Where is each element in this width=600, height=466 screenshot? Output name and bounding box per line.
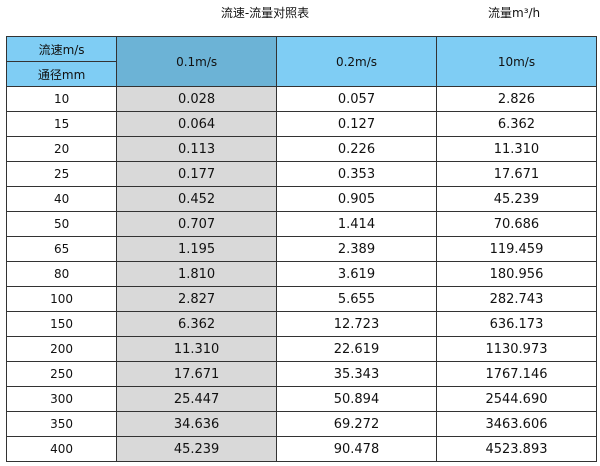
table-row: 80 1.810 3.619 180.956: [5, 261, 598, 287]
table-row: 350 34.636 69.272 3463.606: [5, 411, 598, 437]
flow-cell: 0.452: [116, 186, 278, 212]
velocity-flow-table: 流速m/s 0.1m/s 0.2m/s 10m/s 通径mm 10 0.028 0.…: [5, 36, 598, 462]
flow-cell: 45.239: [435, 186, 598, 212]
flow-cell: 2.827: [116, 286, 278, 312]
diameter-cell: 80: [5, 261, 118, 287]
flow-cell: 119.459: [435, 236, 598, 262]
flow-cell: 11.310: [435, 136, 598, 162]
flow-cell: 0.177: [116, 161, 278, 187]
flow-cell: 636.173: [435, 311, 598, 337]
flow-cell: 2.389: [276, 236, 437, 262]
flow-cell: 69.272: [276, 411, 437, 437]
table-row: 15 0.064 0.127 6.362: [5, 111, 598, 137]
column-header: 0.1m/s: [116, 36, 278, 87]
table-row: 200 11.310 22.619 1130.973: [5, 336, 598, 362]
diameter-cell: 10: [5, 86, 118, 112]
flow-cell: 22.619: [276, 336, 437, 362]
flow-cell: 4523.893: [435, 436, 598, 462]
flow-cell: 1130.973: [435, 336, 598, 362]
table-row: 300 25.447 50.894 2544.690: [5, 386, 598, 412]
diameter-cell: 300: [5, 386, 118, 412]
diameter-header: 通径mm: [5, 61, 118, 87]
flow-cell: 11.310: [116, 336, 278, 362]
diameter-cell: 400: [5, 436, 118, 462]
flow-cell: 3.619: [276, 261, 437, 287]
table-row: 25 0.177 0.353 17.671: [5, 161, 598, 187]
column-header: 0.2m/s: [276, 36, 437, 87]
diameter-cell: 350: [5, 411, 118, 437]
diameter-cell: 150: [5, 311, 118, 337]
flow-cell: 2544.690: [435, 386, 598, 412]
flow-cell: 1.810: [116, 261, 278, 287]
flow-cell: 0.905: [276, 186, 437, 212]
flow-cell: 12.723: [276, 311, 437, 337]
table-row: 20 0.113 0.226 11.310: [5, 136, 598, 162]
table-row: 100 2.827 5.655 282.743: [5, 286, 598, 312]
diameter-cell: 15: [5, 111, 118, 137]
diameter-cell: 200: [5, 336, 118, 362]
column-header: 10m/s: [435, 36, 598, 87]
flow-cell: 282.743: [435, 286, 598, 312]
table-row: 50 0.707 1.414 70.686: [5, 211, 598, 237]
diameter-cell: 50: [5, 211, 118, 237]
flow-cell: 35.343: [276, 361, 437, 387]
flow-cell: 50.894: [276, 386, 437, 412]
header-row: 通径mm: [5, 61, 597, 87]
flow-cell: 25.447: [116, 386, 278, 412]
diameter-cell: 40: [5, 186, 118, 212]
flow-cell: 45.239: [116, 436, 278, 462]
velocity-header: 流速m/s: [5, 36, 118, 62]
diameter-cell: 20: [5, 136, 118, 162]
table-title: 流速-流量对照表: [220, 6, 310, 20]
header-row: 流速m/s 0.1m/s 0.2m/s 10m/s: [5, 36, 598, 87]
flow-cell: 2.826: [435, 86, 598, 112]
flow-cell: 17.671: [435, 161, 598, 187]
flow-cell: 1.414: [276, 211, 437, 237]
flow-cell: 0.064: [116, 111, 278, 137]
flow-cell: 0.353: [276, 161, 437, 187]
table-row: 40 0.452 0.905 45.239: [5, 186, 598, 212]
flow-cell: 6.362: [116, 311, 278, 337]
diameter-cell: 250: [5, 361, 118, 387]
flow-cell: 0.226: [276, 136, 437, 162]
table-row: 150 6.362 12.723 636.173: [5, 311, 598, 337]
flow-cell: 0.127: [276, 111, 437, 137]
flow-cell: 0.028: [116, 86, 278, 112]
flow-cell: 5.655: [276, 286, 437, 312]
table-row: 400 45.239 90.478 4523.893: [5, 436, 598, 462]
flow-cell: 1767.146: [435, 361, 598, 387]
flow-cell: 0.057: [276, 86, 437, 112]
table-row: 10 0.028 0.057 2.826: [5, 86, 598, 112]
diameter-cell: 65: [5, 236, 118, 262]
diameter-cell: 25: [5, 161, 118, 187]
flow-cell: 1.195: [116, 236, 278, 262]
table-row: 65 1.195 2.389 119.459: [5, 236, 598, 262]
flow-unit-label: 流量m³/h: [488, 6, 541, 20]
diameter-cell: 100: [5, 286, 118, 312]
flow-cell: 0.707: [116, 211, 278, 237]
flow-cell: 6.362: [435, 111, 598, 137]
flow-cell: 0.113: [116, 136, 278, 162]
flow-cell: 17.671: [116, 361, 278, 387]
table-row: 250 17.671 35.343 1767.146: [5, 361, 598, 387]
flow-cell: 180.956: [435, 261, 598, 287]
flow-cell: 34.636: [116, 411, 278, 437]
flow-cell: 90.478: [276, 436, 437, 462]
flow-cell: 3463.606: [435, 411, 598, 437]
flow-cell: 70.686: [435, 211, 598, 237]
